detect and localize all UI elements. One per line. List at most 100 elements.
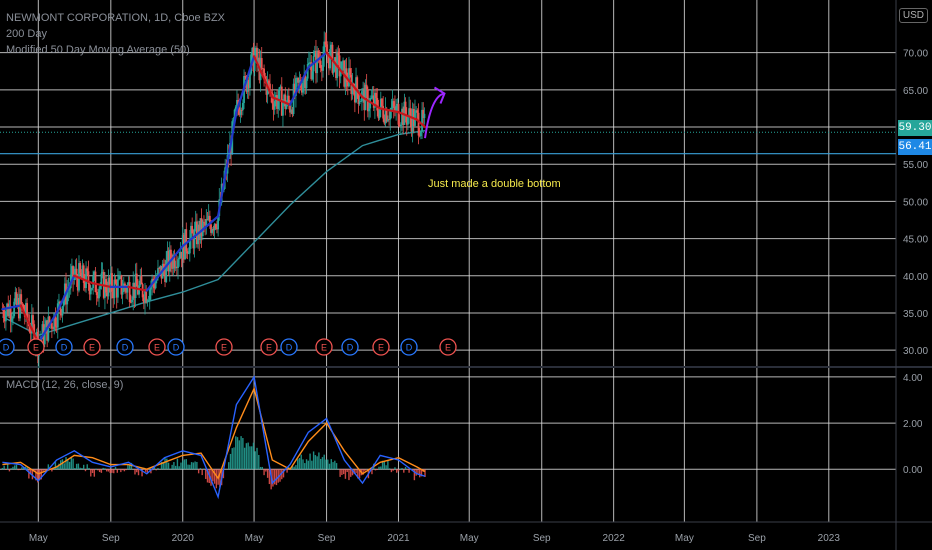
- candle-body: [62, 299, 65, 307]
- ma50-segment: [379, 107, 400, 114]
- candle-body: [114, 279, 117, 284]
- price-axis[interactable]: 70.0065.0060.0055.0050.0045.0040.0035.00…: [903, 49, 928, 477]
- candle-body: [244, 76, 247, 77]
- ma50-segment: [307, 51, 328, 69]
- candle-body: [287, 95, 290, 103]
- candle-body: [382, 106, 385, 119]
- arrow-annotation[interactable]: [424, 86, 446, 139]
- ma50-segment: [163, 244, 184, 270]
- candle-body: [401, 108, 403, 125]
- ma50-segment: [252, 55, 274, 99]
- candle-body: [134, 273, 137, 299]
- candle-body: [358, 101, 361, 104]
- dividend-marker: [167, 338, 185, 356]
- candle-body: [58, 301, 60, 304]
- candle-body: [253, 55, 256, 72]
- candle-body: [50, 322, 53, 329]
- candle-body: [313, 50, 316, 57]
- candle-body: [164, 269, 166, 282]
- ma50-segment: [73, 274, 94, 285]
- ma50-segment: [127, 285, 148, 292]
- candle-body: [124, 283, 126, 289]
- candle-body: [76, 278, 79, 291]
- candle-body: [119, 275, 122, 277]
- candle-body: [348, 68, 350, 87]
- candle-body: [20, 294, 23, 304]
- candle-body: [296, 77, 298, 79]
- candle-body: [345, 68, 348, 83]
- candle-body: [422, 109, 425, 119]
- candle-body: [9, 305, 12, 321]
- candle-body: [381, 98, 383, 107]
- candle-body: [2, 309, 5, 317]
- candle-body: [71, 266, 73, 275]
- candle-body: [48, 316, 51, 325]
- candle-body: [375, 92, 377, 98]
- candle-body: [142, 297, 145, 304]
- ma50-segment: [37, 311, 58, 344]
- candle-body: [386, 119, 389, 122]
- candle-body: [318, 60, 321, 62]
- candle-body: [403, 101, 406, 125]
- candle-body: [171, 262, 174, 269]
- candle-body: [96, 295, 99, 299]
- candle-body: [371, 95, 374, 99]
- legend-ma200[interactable]: 200 Day: [6, 28, 47, 40]
- candle-body: [66, 290, 69, 305]
- candle-body: [233, 109, 236, 121]
- candle-body: [208, 215, 211, 225]
- price-tick-label: 40.00: [903, 272, 928, 283]
- event-marker-label: E: [445, 343, 451, 353]
- candle-body: [297, 77, 300, 83]
- legend-symbol[interactable]: NEWMONT CORPORATION, 1D, Cboe BZX: [6, 12, 226, 24]
- candle-body: [398, 124, 401, 126]
- candle-body: [72, 266, 74, 281]
- candle-body: [251, 47, 254, 55]
- candle-body: [241, 102, 244, 111]
- legend-ma50[interactable]: Modified 50 Day Moving Average (50): [6, 44, 190, 56]
- candle-body: [423, 113, 426, 119]
- event-marker-label: E: [378, 343, 384, 353]
- candle-body: [148, 289, 151, 300]
- event-marker-label: E: [33, 343, 39, 353]
- candle-body: [260, 58, 263, 69]
- earnings-marker: [260, 338, 278, 356]
- candle-body: [256, 47, 258, 63]
- candle-body: [216, 227, 218, 230]
- candle-body: [167, 250, 170, 272]
- candle-body: [147, 299, 150, 301]
- annotation-text[interactable]: Just made a double bottom: [428, 178, 561, 190]
- candle-body: [264, 76, 267, 80]
- candle-body: [10, 318, 13, 321]
- candle-body: [55, 326, 58, 328]
- candle-body: [337, 51, 340, 56]
- candle-body: [257, 57, 260, 63]
- legend-macd[interactable]: MACD (12, 26, close, 9): [6, 379, 124, 391]
- currency-button[interactable]: USD: [898, 8, 928, 23]
- horizontal-levels[interactable]: [0, 131, 896, 155]
- candle-body: [174, 266, 177, 269]
- candle-body: [91, 287, 93, 290]
- candle-body: [190, 225, 192, 239]
- candle-body: [21, 303, 24, 305]
- candle-body: [419, 131, 422, 137]
- price-tick-label: 70.00: [903, 49, 928, 60]
- ma50-segment: [343, 73, 364, 99]
- candle-body: [12, 316, 14, 319]
- event-marker-label: D: [347, 343, 354, 353]
- candle-body: [322, 56, 324, 71]
- candle-body: [210, 224, 212, 233]
- candle-body: [304, 75, 307, 89]
- candle-body: [54, 313, 57, 327]
- signal-line: [2, 386, 426, 481]
- time-axis[interactable]: May Sep 2020 May Sep 2021 May Sep 2022 May Sep 2023: [29, 533, 840, 544]
- candle-body: [370, 98, 373, 99]
- candle-body: [236, 99, 238, 107]
- candle-body: [185, 229, 188, 252]
- candle-body: [333, 57, 336, 62]
- earnings-marker: [315, 338, 333, 356]
- candle-body: [417, 112, 420, 136]
- price-tick-label: 30.00: [903, 346, 928, 357]
